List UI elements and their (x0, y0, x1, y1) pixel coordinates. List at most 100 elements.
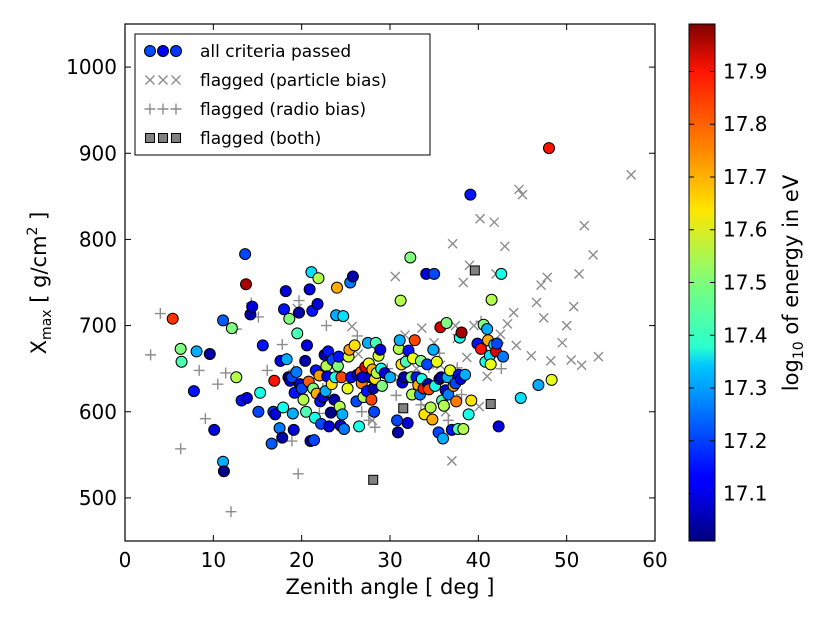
colorbar-title-prefix: log (779, 359, 803, 391)
data-point-circle (346, 270, 359, 283)
data-point-plus (154, 308, 166, 320)
legend-marker-square (158, 133, 168, 143)
data-point-circle (239, 248, 252, 261)
data-point-circle (464, 188, 477, 201)
data-point-circle (394, 294, 407, 307)
y-axis-title: Xmax [ g/cm2 ] (25, 212, 55, 355)
legend-item: flagged (radio bias) (144, 100, 366, 120)
data-point-circle (300, 405, 313, 418)
colorbar-title: log10 of energy in eV (779, 174, 807, 391)
legend-label: all criteria passed (200, 42, 351, 62)
data-point-circle (190, 345, 203, 358)
legend-box (134, 33, 431, 156)
data-point-circle (265, 437, 278, 450)
data-point-circle (324, 406, 337, 419)
data-point-circle (276, 431, 289, 444)
data-point-circle (490, 337, 503, 350)
data-point-circle (393, 334, 406, 347)
x-axis-title: Zenith angle [ deg ] (286, 575, 495, 599)
data-point-circle (404, 251, 417, 264)
points-layer (145, 142, 637, 518)
data-point-x (475, 213, 486, 224)
legend-label: flagged (both) (200, 129, 321, 149)
data-point-circle (421, 358, 434, 371)
data-point-circle (427, 343, 440, 356)
data-point-x (416, 323, 427, 334)
data-point-circle (286, 407, 299, 420)
data-point-circle (532, 379, 545, 392)
data-point-circle (278, 303, 290, 316)
data-point-circle (474, 342, 487, 355)
data-point-circle (331, 281, 343, 294)
colorbar-tick-label: 17.5 (723, 271, 768, 295)
data-point-circle (455, 326, 468, 339)
data-point-x (574, 268, 585, 279)
data-point-circle (485, 293, 498, 306)
data-point-square (485, 398, 496, 409)
data-point-x (468, 320, 479, 331)
data-point-x (446, 455, 457, 466)
data-point-circle (465, 394, 478, 407)
data-point-plus (193, 364, 205, 376)
data-point-circle (374, 343, 387, 356)
data-point-circle (368, 405, 381, 418)
data-point-x (502, 318, 513, 329)
legend-marker-circle (170, 45, 182, 57)
data-point-circle (424, 401, 437, 414)
data-point-circle (240, 391, 253, 404)
data-point-circle (426, 413, 439, 426)
data-point-circle (217, 465, 230, 478)
legend-marker-square (171, 133, 181, 143)
data-point-circle (277, 401, 290, 414)
y-tick-label: 700 (79, 314, 117, 338)
data-point-circle (268, 374, 281, 387)
y-tick-label: 900 (79, 141, 117, 165)
data-point-plus (145, 349, 157, 361)
data-point-square (398, 403, 409, 414)
data-point-plus (292, 468, 304, 480)
data-point-circle (543, 142, 555, 155)
data-point-x (536, 280, 547, 291)
data-point-circle (401, 416, 414, 429)
data-point-circle (203, 348, 216, 361)
data-point-x (511, 340, 522, 351)
data-point-circle (497, 350, 510, 363)
legend-marker-plus (144, 103, 156, 115)
data-point-circle (391, 414, 404, 427)
data-point-x (568, 301, 579, 312)
data-point-circle (384, 371, 396, 384)
data-point-circle (297, 393, 310, 406)
x-axis: 0 10 20 30 40 50 60 (119, 24, 668, 572)
data-point-circle (348, 339, 361, 352)
data-point-circle (495, 267, 508, 280)
data-point-circle (280, 353, 293, 366)
legend-marker-circle (144, 45, 156, 57)
data-point-circle (279, 285, 292, 298)
data-point-x (579, 220, 590, 231)
data-point-plus (175, 443, 187, 455)
data-point-x (526, 350, 537, 361)
data-point-circle (514, 391, 527, 404)
data-point-circle (450, 395, 463, 408)
legend-label: flagged (radio bias) (200, 100, 366, 120)
data-point-circle (484, 358, 497, 371)
data-point-circle (225, 322, 238, 335)
data-point-plus (369, 421, 381, 433)
data-point-plus (356, 406, 368, 418)
y-tick-label: 1000 (66, 55, 117, 79)
colorbar-title-suffix: of energy in eV (779, 174, 803, 341)
colorbar-tick-label: 17.7 (723, 165, 768, 189)
data-point-circle (254, 386, 267, 399)
y-axis-title-mid: [ g/cm (27, 235, 51, 309)
x-tick-label: 0 (119, 548, 132, 572)
legend-marker-plus (157, 103, 169, 115)
data-point-circle (175, 355, 188, 368)
data-point-circle (187, 385, 200, 398)
legend-marker-plus (170, 103, 182, 115)
data-point-x (482, 371, 493, 382)
data-point-circle (336, 408, 349, 421)
data-point-x (557, 337, 568, 348)
data-point-x (588, 249, 599, 260)
data-point-circle (430, 355, 443, 368)
